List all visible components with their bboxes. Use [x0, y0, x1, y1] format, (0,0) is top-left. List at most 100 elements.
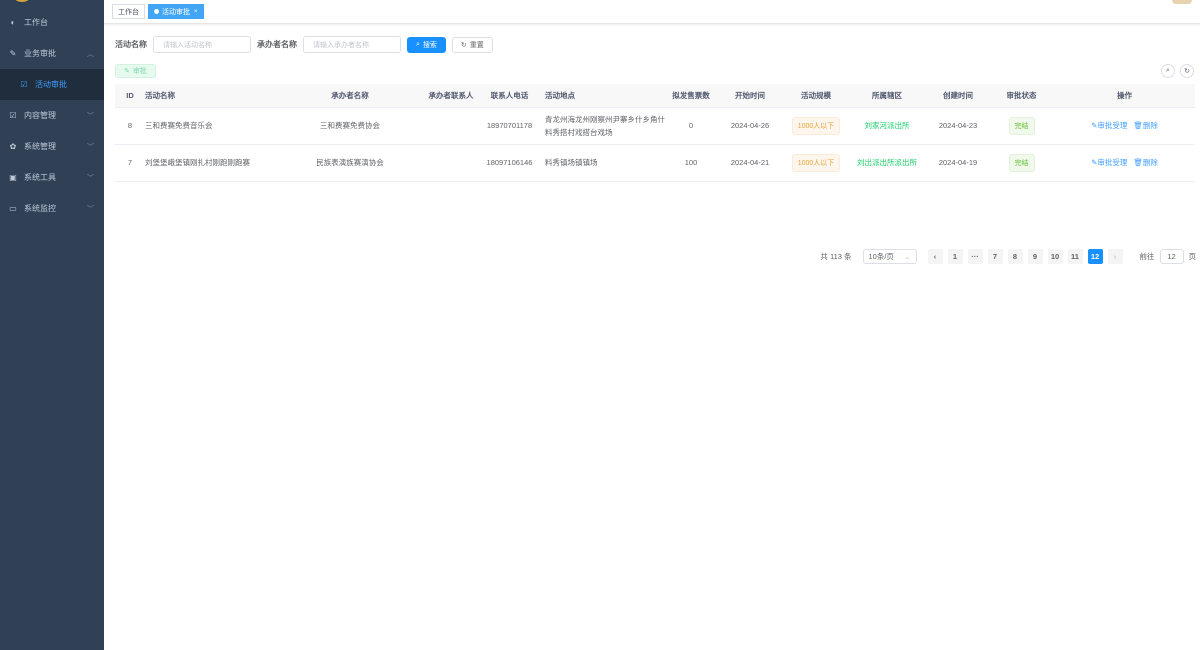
search-icon: ⌕: [416, 40, 420, 48]
sidebar-item-content[interactable]: ☑ 内容管理 ﹀: [0, 100, 104, 131]
column-header: 拟发售票数: [667, 84, 715, 108]
page-button[interactable]: 1: [947, 249, 963, 264]
dashboard-icon: ◐: [10, 18, 16, 27]
sidebar-item-label: 工作台: [24, 18, 48, 27]
sidebar-item-business-approval[interactable]: ✎ 业务审批 ︿: [0, 38, 104, 69]
search-icon: ⌕: [1166, 67, 1170, 74]
cell-actions: ✎审批受理 🗑删除: [1054, 144, 1195, 182]
column-header: 开始时间: [715, 84, 785, 108]
tag-home[interactable]: 工作台: [112, 4, 145, 19]
goto-page-input[interactable]: 12: [1159, 249, 1184, 264]
search-button-label: 搜索: [422, 41, 437, 49]
sidebar-item-label: 系统监控: [24, 204, 56, 213]
sidebar-item-monitor[interactable]: ▭ 系统监控 ﹀: [0, 193, 104, 224]
sidebar-item-system[interactable]: ✿ 系统管理 ﹀: [0, 131, 104, 162]
organizer-name-label: 承办者名称: [257, 40, 297, 49]
cell-start: 2024-04-21: [715, 144, 785, 182]
pagination: 共 113 条 10条/页 ⌄ ‹ 1 ··· 7 8 9 10 11 12 › …: [820, 249, 1200, 264]
approve-button-label: 审批: [132, 68, 147, 75]
column-header: 活动地点: [537, 84, 667, 108]
prev-page-button[interactable]: ‹: [927, 249, 943, 264]
approve-link[interactable]: ✎审批受理: [1091, 121, 1128, 130]
next-page-button[interactable]: ›: [1107, 249, 1123, 264]
scale-badge: 1000人以下: [791, 116, 841, 135]
column-header: 联系人电话: [482, 84, 537, 108]
reset-button[interactable]: ↻ 重置: [451, 36, 493, 53]
chevron-down-icon: ﹀: [87, 174, 94, 182]
cell-organizer: 民族表演族赛演协会: [280, 144, 420, 182]
approve-link-label: 审批受理: [1097, 158, 1128, 167]
goto-label: 前往: [1139, 252, 1155, 261]
cell-phone: 18097106146: [482, 144, 537, 182]
cell-tickets: 0: [667, 107, 715, 145]
checkbox-icon: ☑: [20, 80, 28, 89]
logo: [14, 0, 30, 2]
page-button-current[interactable]: 12: [1087, 249, 1103, 264]
approve-button[interactable]: ✎ 审批: [115, 64, 156, 78]
page-button[interactable]: 8: [1007, 249, 1023, 264]
monitor-icon: ▭: [9, 204, 17, 213]
main-content: 工作台 活动审批 × 活动名称 请输入活动名称 承办者名称 请输入承办者名称 ⌕ 搜…: [104, 0, 1200, 650]
cell-scale: 1000人以下: [785, 107, 847, 145]
close-icon[interactable]: ×: [194, 8, 198, 15]
page-ellipsis[interactable]: ···: [967, 249, 983, 264]
page-button[interactable]: 9: [1027, 249, 1043, 264]
table-header-row: ID 活动名称 承办者名称 承办者联系人 联系人电话 活动地点 拟发售票数 开始…: [115, 84, 1195, 108]
checkbox-icon: ☑: [9, 111, 17, 120]
cell-phone: 18970701178: [482, 107, 537, 145]
sidebar-item-label: 系统工具: [24, 173, 56, 182]
tag-activity-approval[interactable]: 活动审批 ×: [148, 4, 204, 19]
reset-button-label: 重置: [469, 41, 484, 49]
cell-contact: [420, 107, 482, 145]
dot-icon: [154, 9, 159, 14]
delete-link[interactable]: 🗑删除: [1133, 121, 1158, 130]
cell-contact: [420, 144, 482, 182]
cell-id: 7: [115, 144, 145, 182]
organizer-name-input[interactable]: 请输入承办者名称: [303, 36, 401, 53]
column-header: 承办者联系人: [420, 84, 482, 108]
edit-icon: ✎: [9, 49, 17, 58]
chevron-down-icon: ﹀: [87, 143, 94, 151]
delete-link[interactable]: 🗑删除: [1133, 158, 1158, 167]
refresh-icon: ↻: [1184, 68, 1190, 75]
activity-name-input[interactable]: 请输入活动名称: [153, 36, 251, 53]
page-button[interactable]: 7: [987, 249, 1003, 264]
sidebar-item-tools[interactable]: ▣ 系统工具 ﹀: [0, 162, 104, 193]
search-button[interactable]: ⌕ 搜索: [407, 36, 446, 53]
refresh-button[interactable]: ↻: [1180, 64, 1194, 78]
page-size-select[interactable]: 10条/页 ⌄: [862, 249, 917, 264]
delete-link-label: 删除: [1142, 121, 1158, 130]
cell-status: 完结: [989, 144, 1054, 182]
chevron-down-icon: ﹀: [87, 112, 94, 120]
chevron-up-icon: ︿: [87, 50, 94, 58]
sidebar-item-activity-approval[interactable]: ☑ 活动审批: [0, 69, 104, 100]
toggle-search-button[interactable]: ⌕: [1161, 64, 1175, 78]
column-header: 所属辖区: [847, 84, 927, 108]
status-badge: 完结: [1008, 116, 1035, 135]
page-button[interactable]: 10: [1047, 249, 1063, 264]
cell-tickets: 100: [667, 144, 715, 182]
chevron-down-icon: ⌄: [904, 252, 911, 261]
tags-view: 工作台 活动审批 ×: [104, 0, 1200, 24]
delete-link-label: 删除: [1142, 158, 1158, 167]
cell-start: 2024-04-26: [715, 107, 785, 145]
table-row[interactable]: 8 三和费赛免费音乐会 三和费赛免费协会 18970701178 青龙州海龙州刚…: [115, 107, 1195, 145]
column-header: 创建时间: [927, 84, 989, 108]
page-unit-label: 页: [1188, 252, 1197, 261]
page-size-value: 10条/页: [868, 252, 894, 261]
cell-district: 刘家河派出所: [847, 107, 927, 145]
approve-link[interactable]: ✎审批受理: [1091, 158, 1128, 167]
avatar[interactable]: [1172, 0, 1192, 4]
tag-label: 工作台: [118, 8, 139, 16]
tag-label: 活动审批: [162, 8, 190, 16]
cell-created: 2024-04-19: [927, 144, 989, 182]
sidebar-item-label: 业务审批: [24, 49, 56, 58]
scale-badge: 1000人以下: [791, 153, 841, 172]
page-button[interactable]: 11: [1067, 249, 1083, 264]
activity-name-label: 活动名称: [115, 40, 147, 49]
table-row[interactable]: 7 刘堡堡峨堡镇刚扎村刚跑刚跑赛 民族表演族赛演协会 18097106146 料…: [115, 144, 1195, 182]
cell-place: 料秀镇场镇镇场: [537, 144, 667, 182]
sidebar-item-dashboard[interactable]: ◐ 工作台: [0, 7, 104, 38]
approve-link-label: 审批受理: [1097, 121, 1128, 130]
cell-district: 刘出派出所派出所: [847, 144, 927, 182]
